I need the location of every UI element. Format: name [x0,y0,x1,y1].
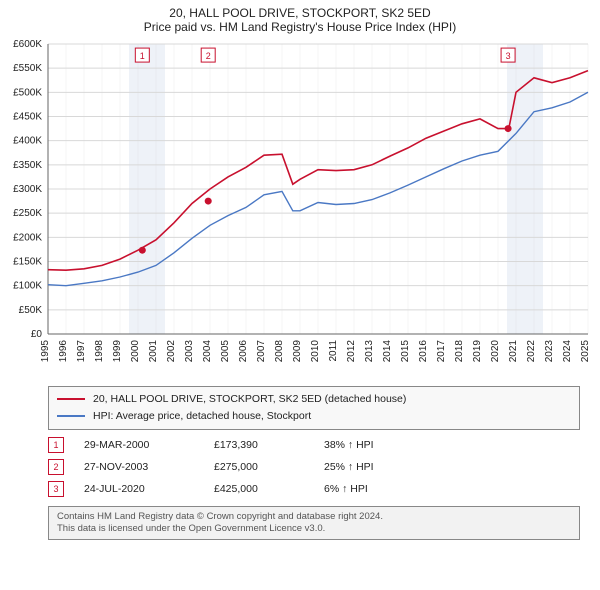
svg-text:£250K: £250K [13,208,42,219]
legend-label: 20, HALL POOL DRIVE, STOCKPORT, SK2 5ED … [93,391,406,408]
svg-text:2020: 2020 [490,340,501,363]
sale-delta: 6% ↑ HPI [324,483,368,495]
svg-text:£450K: £450K [13,112,42,123]
sale-row: 1 29-MAR-2000 £173,390 38% ↑ HPI [48,434,580,456]
svg-text:1996: 1996 [58,340,69,363]
sale-price: £173,390 [214,439,304,451]
chart-title: 20, HALL POOL DRIVE, STOCKPORT, SK2 5ED [0,0,600,20]
svg-text:1995: 1995 [40,340,51,363]
sales-table: 1 29-MAR-2000 £173,390 38% ↑ HPI 2 27-NOV-200… [48,434,580,500]
sale-badge: 2 [48,459,64,475]
sale-row: 2 27-NOV-2003 £275,000 25% ↑ HPI [48,456,580,478]
svg-text:1997: 1997 [76,340,87,363]
svg-text:2024: 2024 [562,340,573,363]
svg-text:2023: 2023 [544,340,555,363]
svg-text:2: 2 [206,51,211,61]
svg-text:2013: 2013 [364,340,375,363]
svg-text:£50K: £50K [19,305,43,316]
svg-text:2011: 2011 [328,340,339,362]
sale-date: 29-MAR-2000 [84,439,194,451]
svg-text:£300K: £300K [13,184,42,195]
svg-text:2022: 2022 [526,340,537,363]
svg-text:£500K: £500K [13,87,42,98]
svg-text:£200K: £200K [13,232,42,243]
svg-text:2004: 2004 [202,340,213,363]
svg-text:£550K: £550K [13,63,42,74]
svg-text:£400K: £400K [13,136,42,147]
attribution-line: Contains HM Land Registry data © Crown c… [57,511,571,523]
legend-row: 20, HALL POOL DRIVE, STOCKPORT, SK2 5ED … [57,391,571,408]
svg-text:£600K: £600K [13,39,42,50]
legend-swatch [57,415,85,417]
svg-text:2002: 2002 [166,340,177,363]
attribution-line: This data is licensed under the Open Gov… [57,523,571,535]
svg-text:2019: 2019 [472,340,483,363]
sale-date: 24-JUL-2020 [84,483,194,495]
svg-text:1: 1 [140,51,145,61]
svg-text:2005: 2005 [220,340,231,363]
svg-text:1998: 1998 [94,340,105,363]
legend-label: HPI: Average price, detached house, Stoc… [93,408,311,425]
svg-text:£150K: £150K [13,257,42,268]
sale-price: £275,000 [214,461,304,473]
svg-text:2007: 2007 [256,340,267,363]
svg-text:£100K: £100K [13,281,42,292]
sale-delta: 38% ↑ HPI [324,439,374,451]
svg-text:3: 3 [506,51,511,61]
svg-text:2003: 2003 [184,340,195,363]
sale-row: 3 24-JUL-2020 £425,000 6% ↑ HPI [48,478,580,500]
sale-date: 27-NOV-2003 [84,461,194,473]
chart-area: £0 £50K £100K £150K £200K £250K £300K £350K £400… [0,38,600,378]
svg-text:2014: 2014 [382,340,393,363]
svg-text:2016: 2016 [418,340,429,363]
sale-price: £425,000 [214,483,304,495]
svg-text:1999: 1999 [112,340,123,363]
svg-text:2015: 2015 [400,340,411,363]
legend-swatch [57,398,85,400]
legend-row: HPI: Average price, detached house, Stoc… [57,408,571,425]
sale-badge: 3 [48,481,64,497]
legend: 20, HALL POOL DRIVE, STOCKPORT, SK2 5ED … [48,386,580,430]
price-chart: £0 £50K £100K £150K £200K £250K £300K £350K £400… [0,38,600,378]
svg-text:2021: 2021 [508,340,519,363]
svg-text:2000: 2000 [130,340,141,363]
svg-text:2010: 2010 [310,340,321,363]
svg-text:2006: 2006 [238,340,249,363]
svg-text:2001: 2001 [148,340,159,363]
svg-text:2018: 2018 [454,340,465,363]
svg-text:2008: 2008 [274,340,285,363]
svg-text:£350K: £350K [13,160,42,171]
svg-text:£0: £0 [31,329,43,340]
svg-text:2025: 2025 [580,340,591,363]
chart-subtitle: Price paid vs. HM Land Registry's House … [0,20,600,38]
attribution: Contains HM Land Registry data © Crown c… [48,506,580,541]
sale-delta: 25% ↑ HPI [324,461,374,473]
sale-badge: 1 [48,437,64,453]
svg-text:2017: 2017 [436,340,447,363]
svg-text:2009: 2009 [292,340,303,363]
svg-text:2012: 2012 [346,340,357,363]
